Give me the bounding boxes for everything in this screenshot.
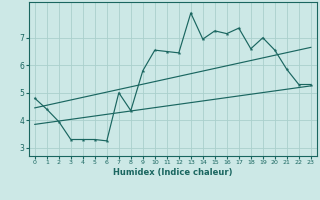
X-axis label: Humidex (Indice chaleur): Humidex (Indice chaleur)	[113, 168, 233, 177]
